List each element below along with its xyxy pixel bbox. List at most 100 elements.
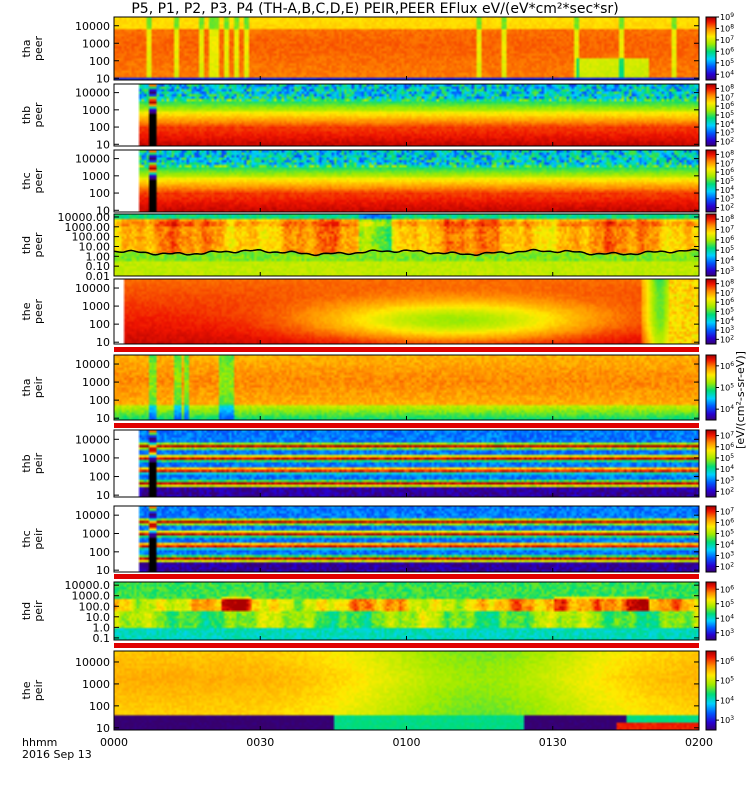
panel-ylabel-line: peir — [32, 528, 45, 550]
colorbar-frame — [705, 213, 717, 277]
colorbar-tick-label: 107 — [720, 92, 734, 103]
y-tick-label: 1000 — [82, 104, 110, 117]
colorbar-tick-label: 104 — [720, 255, 734, 266]
colorbar-tick-label: 106 — [720, 584, 734, 595]
y-tick-label: 10 — [96, 204, 110, 217]
y-tick-label: 10.00 — [79, 240, 111, 253]
y-tick-label: 10 — [96, 336, 110, 349]
colorbar-frame — [705, 16, 717, 81]
colorbar-exponent: 5 — [730, 598, 734, 605]
y-tick-label: 0.01 — [86, 270, 111, 283]
colorbar — [706, 17, 716, 80]
colorbar — [706, 84, 716, 146]
x-tick-label: 0100 — [393, 736, 421, 749]
colorbar-exponent: 3 — [730, 715, 734, 722]
panel-separator — [114, 347, 699, 352]
colorbar-tick-label: 105 — [720, 528, 734, 539]
colorbar-exponent: 3 — [730, 265, 734, 272]
colorbar-tick-label: 103 — [720, 715, 734, 726]
colorbar-tick-label: 106 — [720, 360, 734, 371]
x-tick-label: 0030 — [246, 736, 274, 749]
spectrogram-image — [114, 17, 699, 80]
colorbar-exponent: 4 — [730, 315, 734, 322]
colorbar-exponent: 6 — [730, 297, 734, 304]
colorbar-exponent: 5 — [730, 382, 734, 389]
colorbar-tick-label: 104 — [720, 695, 734, 706]
y-tick-label: 1.00 — [86, 250, 111, 263]
colorbar-exponent: 7 — [730, 158, 734, 165]
colorbar — [706, 582, 716, 640]
panel-ylabel-line: thc — [20, 530, 33, 547]
y-tick-label: 1000 — [82, 452, 110, 465]
colorbar-tick-label: 103 — [720, 127, 734, 138]
spectrogram-image — [114, 506, 699, 572]
colorbar-frame — [705, 505, 717, 573]
panel-ylabel: thapeer — [20, 36, 45, 62]
colorbar-tick-label: 107 — [720, 224, 734, 235]
colorbar-tick-label: 107 — [720, 506, 734, 517]
colorbar — [706, 279, 716, 344]
figure-title: P5, P1, P2, P3, P4 (TH-A,B,C,D,E) PEIR,P… — [131, 1, 619, 17]
y-tick-label: 10000 — [75, 509, 110, 522]
y-tick-label: 10000 — [75, 153, 110, 166]
colorbar-exponent: 7 — [730, 287, 734, 294]
colorbar-tick-label: 102 — [720, 486, 734, 497]
spectrogram-image — [114, 214, 699, 276]
y-tick-label: 100 — [89, 471, 110, 484]
panel-ylabel-line: peer — [32, 102, 45, 128]
x-axis-date: 2016 Sep 13 — [22, 748, 92, 761]
colorbar-tick-label: 104 — [720, 539, 734, 550]
colorbar-exponent: 2 — [730, 334, 734, 341]
colorbar-exponent: 3 — [730, 627, 734, 634]
colorbar-tick-label: 107 — [720, 34, 734, 45]
colorbar — [706, 214, 716, 276]
colorbar-tick-label: 105 — [720, 306, 734, 317]
colorbar-exponent: 4 — [730, 184, 734, 191]
colorbar-exponent: 6 — [730, 655, 734, 662]
y-tick-label: 10000 — [75, 433, 110, 446]
colorbar-tick-label: 103 — [720, 627, 734, 638]
colorbar-tick-label: 104 — [720, 315, 734, 326]
panel-ylabel: thbpeir — [20, 452, 45, 474]
colorbar-tick-label: 106 — [720, 655, 734, 666]
colorbar-exponent: 7 — [730, 506, 734, 513]
colorbar-units-label: [eV/(cm²-s-sr-eV)] — [734, 351, 747, 449]
panel-ylabel: thepeer — [20, 299, 45, 325]
spectrogram-image — [114, 84, 699, 146]
colorbar-exponent: 6 — [730, 234, 734, 241]
colorbar-exponent: 4 — [730, 255, 734, 262]
panel-ylabel-line: peer — [32, 232, 45, 258]
panel-ylabel-line: peer — [32, 36, 45, 62]
colorbar-tick-label: 106 — [720, 101, 734, 112]
y-tick-label: 100 — [89, 55, 110, 68]
panel-the-peer: 10 100 1000 10000 thepeer 1021031041051061071… — [20, 278, 734, 349]
colorbar-exponent: 4 — [730, 69, 734, 76]
colorbar-exponent: 6 — [730, 360, 734, 367]
colorbar-exponent: 6 — [730, 517, 734, 524]
colorbar-tick-label: 105 — [720, 57, 734, 68]
colorbar-tick-label: 107 — [720, 158, 734, 169]
colorbar-exponent: 2 — [730, 486, 734, 493]
colorbar-exponent: 8 — [730, 278, 734, 285]
y-tick-label: 1000 — [82, 678, 110, 691]
colorbar-exponent: 5 — [730, 528, 734, 535]
y-tick-label: 100 — [89, 546, 110, 559]
y-tick-label: 0.10 — [86, 260, 111, 273]
colorbar-tick-label: 108 — [720, 214, 734, 225]
colorbar-exponent: 5 — [730, 57, 734, 64]
colorbar-exponent: 6 — [730, 167, 734, 174]
colorbar-exponent: 4 — [730, 118, 734, 125]
panel-ylabel: thepeir — [20, 679, 45, 701]
colorbar-tick-label: 104 — [720, 69, 734, 80]
colorbar-exponent: 8 — [730, 23, 734, 30]
spectrogram-image — [114, 582, 699, 640]
colorbar-tick-label: 108 — [720, 83, 734, 94]
colorbar-tick-label: 109 — [720, 12, 734, 23]
colorbar — [706, 506, 716, 572]
y-tick-label: 10.0 — [86, 611, 111, 624]
colorbar-tick-label: 108 — [720, 23, 734, 33]
